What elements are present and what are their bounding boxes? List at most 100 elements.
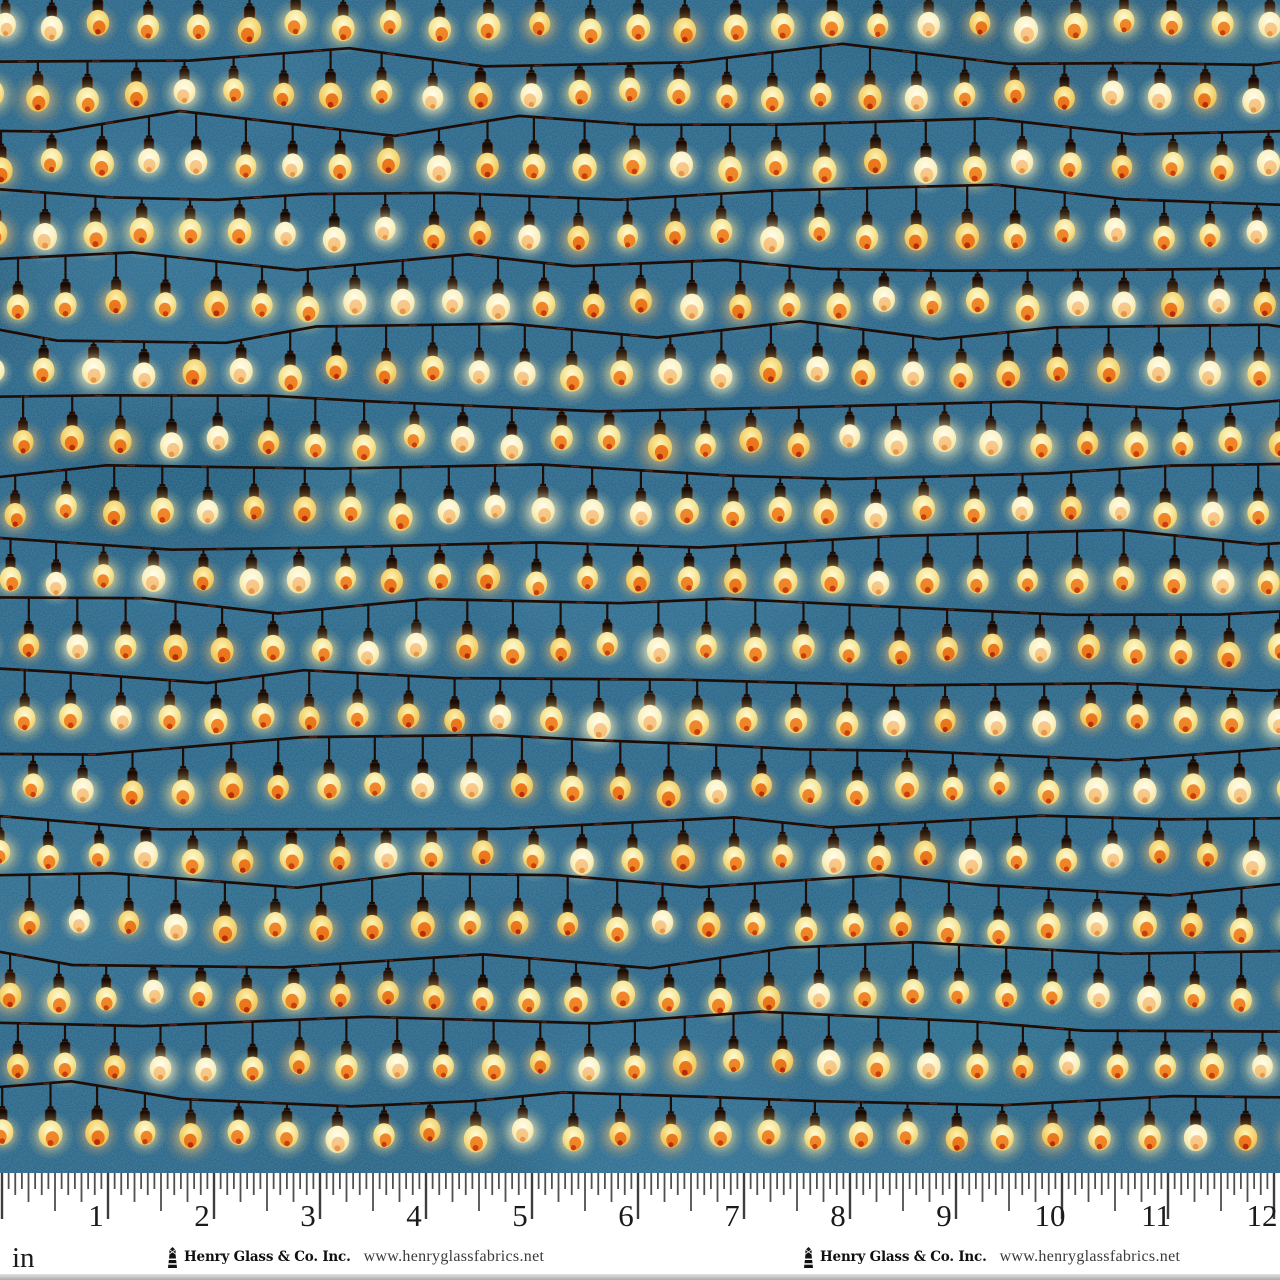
light-bulb bbox=[515, 541, 558, 607]
light-bulb bbox=[316, 962, 364, 1021]
light-bulb bbox=[110, 750, 155, 817]
light-bulb bbox=[998, 0, 1054, 59]
light-bulb bbox=[509, 826, 558, 883]
light-bulb bbox=[621, 678, 679, 749]
light-bulb bbox=[975, 1104, 1029, 1166]
light-bulb bbox=[1236, 463, 1280, 537]
light-bulb bbox=[406, 828, 457, 882]
light-bulb bbox=[1136, 325, 1181, 393]
light-bulb bbox=[373, 1016, 421, 1092]
light-bulb bbox=[648, 964, 690, 1023]
light-bulb bbox=[1095, 1029, 1140, 1091]
light-bulb bbox=[937, 943, 981, 1016]
light-bulb bbox=[605, 198, 651, 260]
light-bulb bbox=[66, 340, 121, 400]
light-bulb bbox=[641, 882, 684, 945]
light-bulb bbox=[990, 62, 1039, 117]
light-bulb bbox=[332, 672, 383, 742]
light-bulb bbox=[384, 674, 433, 742]
light-bulb bbox=[955, 269, 1000, 325]
light-bulb bbox=[552, 961, 600, 1026]
light-bulb bbox=[203, 742, 260, 816]
light-bulb bbox=[490, 406, 534, 471]
light-bulb bbox=[728, 599, 782, 679]
light-bulb bbox=[1000, 1024, 1045, 1091]
light-string-row bbox=[0, 251, 1280, 338]
light-bulb bbox=[1053, 269, 1103, 330]
light-bulb bbox=[1170, 892, 1213, 948]
light-bulb bbox=[506, 195, 553, 262]
light-bulb bbox=[466, 1019, 521, 1097]
light-bulb bbox=[1185, 1030, 1238, 1095]
light-bulb bbox=[850, 1016, 907, 1095]
light-bulb bbox=[197, 606, 247, 677]
light-bulb bbox=[695, 192, 748, 259]
light-bulb bbox=[1035, 326, 1080, 393]
light-bulb bbox=[1021, 887, 1077, 956]
light-bulb bbox=[226, 0, 273, 56]
light-bulb bbox=[363, 959, 413, 1020]
light-bulb bbox=[1169, 753, 1217, 813]
light-bulb bbox=[1136, 62, 1184, 122]
light-bulb bbox=[151, 600, 200, 674]
light-bulb bbox=[1066, 403, 1110, 467]
light-bulb bbox=[999, 269, 1056, 338]
light-bulb bbox=[1135, 818, 1184, 878]
light-bulb bbox=[1048, 471, 1094, 533]
light-bulb bbox=[744, 189, 801, 270]
light-string-row bbox=[0, 0, 1280, 59]
light-bulb bbox=[1076, 1099, 1123, 1163]
light-bulb bbox=[681, 598, 732, 673]
light-bulb bbox=[408, 58, 458, 124]
light-bulb bbox=[1124, 1096, 1176, 1165]
light-bulb bbox=[397, 872, 449, 952]
light-bulb bbox=[811, 268, 866, 335]
light-bulb bbox=[598, 964, 648, 1021]
light-bulb bbox=[163, 1098, 218, 1165]
light-bulb bbox=[476, 677, 524, 742]
light-bulb bbox=[823, 683, 872, 750]
light-string-row bbox=[0, 319, 1280, 407]
light-bulb bbox=[566, 542, 609, 601]
light-bulb bbox=[1242, 267, 1280, 329]
light-bulb bbox=[274, 1018, 325, 1090]
light-bulb bbox=[615, 544, 661, 604]
light-bulb bbox=[281, 268, 335, 337]
light-bulb bbox=[834, 749, 881, 818]
light-bulb bbox=[230, 466, 278, 534]
light-bulb bbox=[269, 965, 319, 1023]
light-bulb bbox=[1228, 817, 1280, 891]
light-bulb bbox=[199, 881, 251, 957]
light-bulb bbox=[318, 0, 369, 55]
ruler-number: 10 bbox=[1034, 1198, 1066, 1233]
light-bulb bbox=[897, 475, 951, 536]
light-bulb bbox=[795, 945, 843, 1021]
lighthouse-logo-icon bbox=[802, 1246, 815, 1268]
light-bulb bbox=[114, 197, 169, 260]
light-bulb bbox=[374, 466, 427, 545]
light-bulb bbox=[797, 122, 852, 199]
ruler-number: 7 bbox=[724, 1198, 740, 1233]
light-bulb bbox=[360, 134, 417, 191]
ruler-number: 8 bbox=[830, 1198, 846, 1233]
light-bulb bbox=[291, 397, 339, 471]
light-bulb bbox=[1108, 405, 1164, 475]
light-bulb bbox=[772, 406, 825, 473]
light-bulb bbox=[26, 819, 70, 881]
light-string-row bbox=[0, 109, 1280, 200]
light-bulb bbox=[126, 115, 172, 185]
light-string-row bbox=[0, 596, 1280, 682]
light-bulb bbox=[122, 1092, 168, 1157]
light-bulb bbox=[985, 946, 1027, 1018]
light-bulb bbox=[941, 57, 988, 119]
light-bulb bbox=[1173, 951, 1216, 1019]
light-bulb bbox=[1244, 542, 1280, 609]
light-string-row bbox=[0, 42, 1280, 128]
light-bulb bbox=[654, 61, 703, 118]
light-bulb bbox=[902, 0, 955, 52]
light-bulb bbox=[312, 1104, 363, 1166]
light-bulb bbox=[0, 772, 9, 811]
light-bulb bbox=[497, 1095, 549, 1158]
light-bulb bbox=[1204, 613, 1254, 682]
